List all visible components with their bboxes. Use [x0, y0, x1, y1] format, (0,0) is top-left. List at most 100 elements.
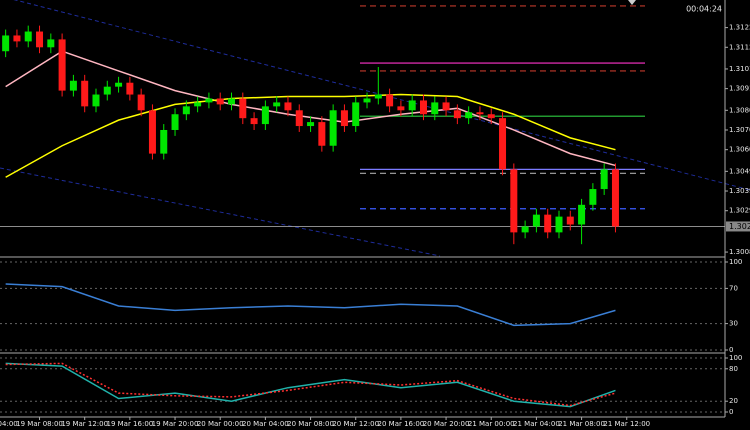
indicator-line [5, 283, 616, 327]
x-tick-label: 21 Mar 12:00 [603, 420, 650, 428]
y-tick-label: 1.3049 [729, 167, 750, 175]
candle-body [81, 80, 89, 107]
y-tick-label: 0 [729, 408, 733, 416]
candle-body [137, 94, 145, 111]
y-tick-label: 100 [729, 258, 742, 266]
y-tick-label: 1.3070 [729, 126, 750, 134]
candle-body [352, 102, 360, 127]
candle-body [611, 169, 619, 227]
candle-body [284, 102, 292, 111]
x-tick-label: 20 Mar 12:00 [332, 420, 379, 428]
y-tick-label: 1.3112 [729, 43, 750, 51]
timer: 00:04:24 [686, 5, 722, 14]
candle-body [239, 98, 247, 119]
candle-body [92, 94, 100, 107]
x-tick-label: 19 Mar 12:00 [61, 420, 108, 428]
candle-body [228, 98, 236, 105]
trend-line [13, 0, 750, 191]
y-tick-label: 80 [729, 365, 738, 373]
candle-body [408, 100, 416, 111]
y-tick-label: 1.3060 [729, 146, 750, 154]
candle-body [374, 94, 382, 99]
candle-body [182, 106, 190, 115]
candle-body [273, 102, 281, 107]
y-tick-label: 0 [729, 346, 733, 354]
candle-body [24, 31, 32, 42]
candle-body [363, 98, 371, 103]
candle-body [442, 102, 450, 111]
candle-body [453, 110, 461, 119]
current-price-box [726, 221, 750, 232]
candle-body [115, 82, 123, 87]
indicator-line [5, 50, 616, 167]
candle-body [431, 102, 439, 115]
candle-body [205, 98, 213, 103]
candle-body [544, 214, 552, 233]
x-tick-label: 19 Mar 16:00 [106, 420, 153, 428]
candle-body [318, 122, 326, 146]
x-tick-label: 21 Mar 08:00 [558, 420, 605, 428]
x-tick-label: 21 Mar 00:00 [468, 420, 515, 428]
y-tick-label: 20 [729, 397, 738, 405]
candle-body [397, 106, 405, 111]
candle-body [69, 80, 77, 91]
candle-body [2, 35, 10, 52]
y-tick-label: 30 [729, 320, 738, 328]
candle-body [261, 106, 269, 125]
candle-body [103, 86, 111, 95]
candle-body [250, 118, 258, 125]
candle-body [126, 82, 134, 95]
candle-body [58, 39, 66, 91]
candle-body [329, 110, 337, 146]
candle-body [600, 169, 608, 190]
candle-body [521, 226, 529, 233]
scroll-marker [628, 0, 636, 5]
candle-body [566, 216, 574, 225]
candle-body [578, 204, 586, 225]
x-tick-label: 19 Mar 08:00 [16, 420, 63, 428]
candle-body [555, 216, 563, 233]
indicator-line [5, 362, 616, 407]
x-tick-label: 20 Mar 20:00 [423, 420, 470, 428]
y-tick-label: 1.3080 [729, 106, 750, 114]
candle-body [160, 129, 168, 154]
candle-body [340, 110, 348, 127]
y-tick-label: 1.3029 [729, 207, 750, 215]
candle-body [532, 214, 540, 227]
candle-body [386, 94, 394, 107]
indicator-line [5, 362, 616, 408]
y-tick-label: 1.3008 [729, 248, 750, 256]
candle-body [36, 31, 44, 48]
x-tick-label: 20 Mar 16:00 [378, 420, 425, 428]
x-tick-label: 20 Mar 08:00 [287, 420, 334, 428]
trend-line [0, 167, 441, 257]
candle-body [465, 112, 473, 119]
candle-body [13, 35, 21, 42]
y-tick-label: 100 [729, 354, 742, 362]
candle-body [419, 100, 427, 115]
indicator-line [5, 93, 616, 178]
x-tick-label: 19 Mar 04:00 [0, 420, 18, 428]
candle-body [47, 39, 55, 48]
candle-body [216, 98, 224, 105]
candle-body [171, 114, 179, 130]
candle-body [194, 102, 202, 107]
candle-body [589, 189, 597, 205]
candle-body [476, 112, 484, 115]
y-tick-label: 1.3122 [729, 24, 750, 32]
x-tick-label: 20 Mar 00:00 [197, 420, 244, 428]
y-tick-label: 1.3039 [729, 187, 750, 195]
candle-body [307, 122, 315, 127]
candle-body [499, 118, 507, 170]
candle-body [510, 169, 518, 233]
candle-body [487, 114, 495, 119]
x-tick-label: 21 Mar 04:00 [513, 420, 560, 428]
y-tick-label: 70 [729, 284, 738, 292]
x-tick-label: 19 Mar 20:00 [152, 420, 199, 428]
x-tick-label: 20 Mar 04:00 [242, 420, 289, 428]
candle-body [148, 110, 156, 154]
